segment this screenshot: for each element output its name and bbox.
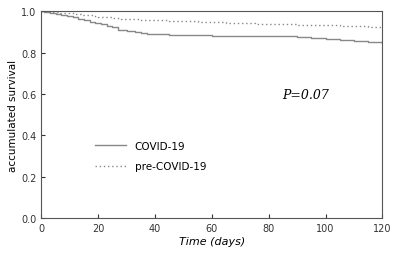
COVID-19 [42,11,46,14]
COVID-19 [53,13,58,16]
COVID-19 [352,40,356,43]
pre-COVID-19 [84,15,89,18]
pre-COVID-19 [62,12,66,15]
COVID-19 [110,27,115,30]
COVID-19 [87,21,92,24]
pre-COVID-19 [280,24,285,27]
pre-COVID-19 [118,18,123,21]
pre-COVID-19 [181,21,186,24]
COVID-19 [295,36,300,39]
pre-COVID-19 [96,16,100,19]
pre-COVID-19 [224,22,228,25]
COVID-19 [124,30,129,33]
X-axis label: Time (days): Time (days) [179,236,245,246]
pre-COVID-19 [266,23,271,26]
COVID-19 [64,15,69,18]
pre-COVID-19 [323,25,328,28]
COVID-19 [252,35,257,38]
pre-COVID-19 [252,23,257,26]
COVID-19 [153,34,158,37]
COVID-19 [323,38,328,41]
COVID-19 [116,29,120,32]
COVID-19 [45,12,50,15]
COVID-19 [167,34,172,37]
COVID-19 [195,35,200,38]
COVID-19 [76,18,81,21]
pre-COVID-19 [366,26,371,29]
pre-COVID-19 [39,11,44,14]
Text: P=0.07: P=0.07 [282,88,329,101]
COVID-19 [238,35,243,38]
COVID-19 [280,36,285,39]
COVID-19 [309,37,314,40]
pre-COVID-19 [380,27,385,30]
COVID-19 [181,35,186,38]
COVID-19 [224,35,228,38]
pre-COVID-19 [138,19,143,22]
Legend: COVID-19, pre-COVID-19: COVID-19, pre-COVID-19 [91,137,210,176]
Line: COVID-19: COVID-19 [41,12,382,44]
COVID-19 [144,34,149,37]
COVID-19 [266,36,271,39]
COVID-19 [48,12,52,15]
COVID-19 [59,14,64,17]
pre-COVID-19 [73,13,78,17]
COVID-19 [93,22,98,25]
pre-COVID-19 [45,11,50,14]
pre-COVID-19 [90,15,95,19]
pre-COVID-19 [56,12,61,15]
Y-axis label: accumulated survival: accumulated survival [8,59,18,171]
COVID-19 [70,17,75,20]
pre-COVID-19 [110,17,115,20]
COVID-19 [133,32,138,35]
COVID-19 [337,39,342,42]
pre-COVID-19 [167,20,172,23]
COVID-19 [39,11,44,14]
COVID-19 [366,41,371,44]
pre-COVID-19 [195,21,200,24]
COVID-19 [210,35,214,38]
pre-COVID-19 [337,25,342,28]
pre-COVID-19 [309,24,314,27]
Line: pre-COVID-19: pre-COVID-19 [41,12,382,29]
pre-COVID-19 [127,19,132,22]
COVID-19 [82,19,86,22]
pre-COVID-19 [210,22,214,25]
pre-COVID-19 [153,20,158,23]
pre-COVID-19 [238,23,243,26]
pre-COVID-19 [79,14,84,17]
COVID-19 [380,43,385,46]
pre-COVID-19 [102,17,106,20]
COVID-19 [99,24,104,27]
COVID-19 [138,33,143,36]
pre-COVID-19 [67,13,72,16]
COVID-19 [104,25,109,28]
pre-COVID-19 [50,12,55,15]
pre-COVID-19 [295,24,300,27]
pre-COVID-19 [352,26,356,29]
